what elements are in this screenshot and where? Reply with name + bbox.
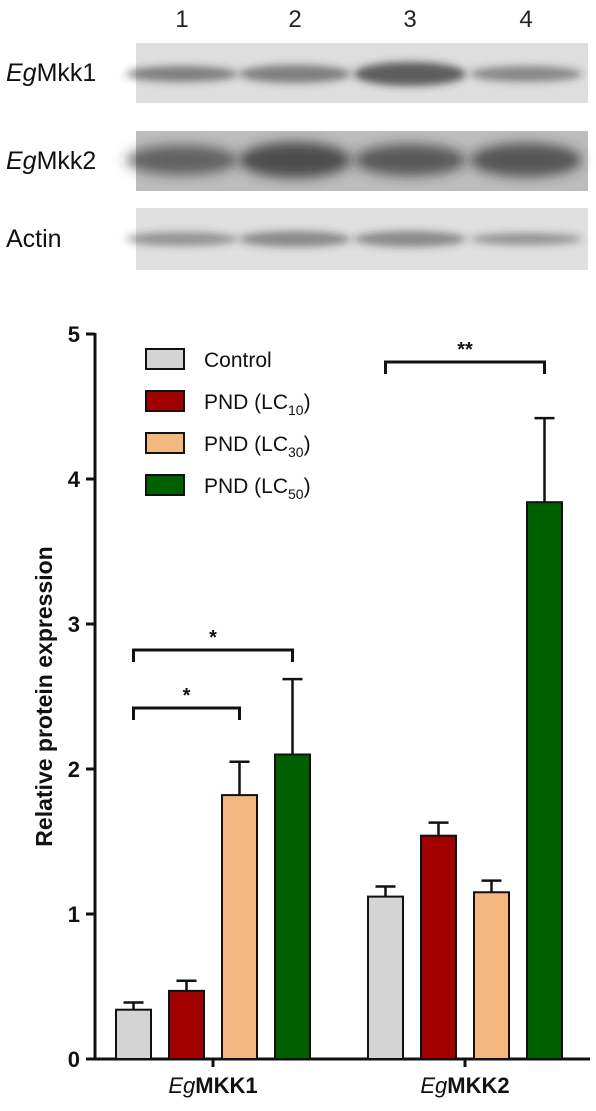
blot-band	[354, 144, 466, 176]
legend-label: PND (LC50)	[204, 475, 311, 502]
bar	[526, 501, 563, 1060]
x-tick-label: EgMKK2	[420, 1073, 509, 1098]
blot-band	[239, 65, 351, 83]
blot-band	[126, 232, 238, 246]
bar	[473, 891, 510, 1060]
y-tick-label: 2	[68, 757, 80, 782]
legend-label: PND (LC10)	[204, 391, 311, 418]
lane-label: 2	[288, 6, 301, 33]
blot-band	[470, 143, 582, 177]
y-tick-label: 0	[68, 1047, 80, 1072]
bar	[168, 989, 205, 1060]
significance-label: *	[183, 685, 191, 707]
blot-band	[239, 142, 351, 178]
legend-label: Control	[204, 349, 272, 372]
significance-label: *	[209, 627, 217, 649]
blot-band	[354, 231, 466, 247]
lane-label: 1	[175, 6, 188, 33]
legend-swatch	[145, 348, 185, 370]
significance-bracket	[132, 648, 294, 662]
legend-swatch	[145, 432, 185, 454]
blot-band	[126, 66, 238, 82]
y-tick-label: 4	[68, 467, 81, 492]
y-tick-label: 1	[68, 902, 80, 927]
bar-chart: 0 1 2 3 4 5 Relative protein expression EgMKK1…	[31, 322, 590, 1098]
x-tick-label: EgMKK1	[168, 1073, 257, 1098]
blot-row-label: Actin	[6, 225, 62, 253]
significance-bracket	[132, 706, 241, 720]
y-tick-label: 3	[68, 612, 80, 637]
bar	[367, 895, 404, 1060]
blot-band	[239, 231, 351, 247]
lane-label: 3	[403, 6, 416, 33]
western-blot-panel: 1 2 3 4 EgMkk1 EgMkk2 Actin	[6, 6, 588, 270]
blot-band	[470, 66, 582, 82]
bar	[420, 834, 457, 1061]
blot-band	[470, 233, 582, 245]
blot-band	[354, 62, 466, 86]
legend-label: PND (LC30)	[204, 433, 311, 460]
significance-bracket	[384, 360, 546, 374]
lane-label: 4	[519, 6, 532, 33]
y-tick-label: 5	[68, 322, 80, 347]
bar	[221, 794, 258, 1060]
blot-band	[126, 145, 238, 175]
blot-row-label: EgMkk2	[6, 147, 96, 175]
legend-swatch	[145, 390, 185, 412]
blot-row-label: EgMkk1	[6, 59, 96, 87]
bar	[115, 1008, 152, 1061]
bar	[274, 753, 311, 1060]
y-axis-label: Relative protein expression	[31, 546, 57, 846]
significance-label: **	[457, 339, 473, 361]
legend-swatch	[145, 474, 185, 496]
